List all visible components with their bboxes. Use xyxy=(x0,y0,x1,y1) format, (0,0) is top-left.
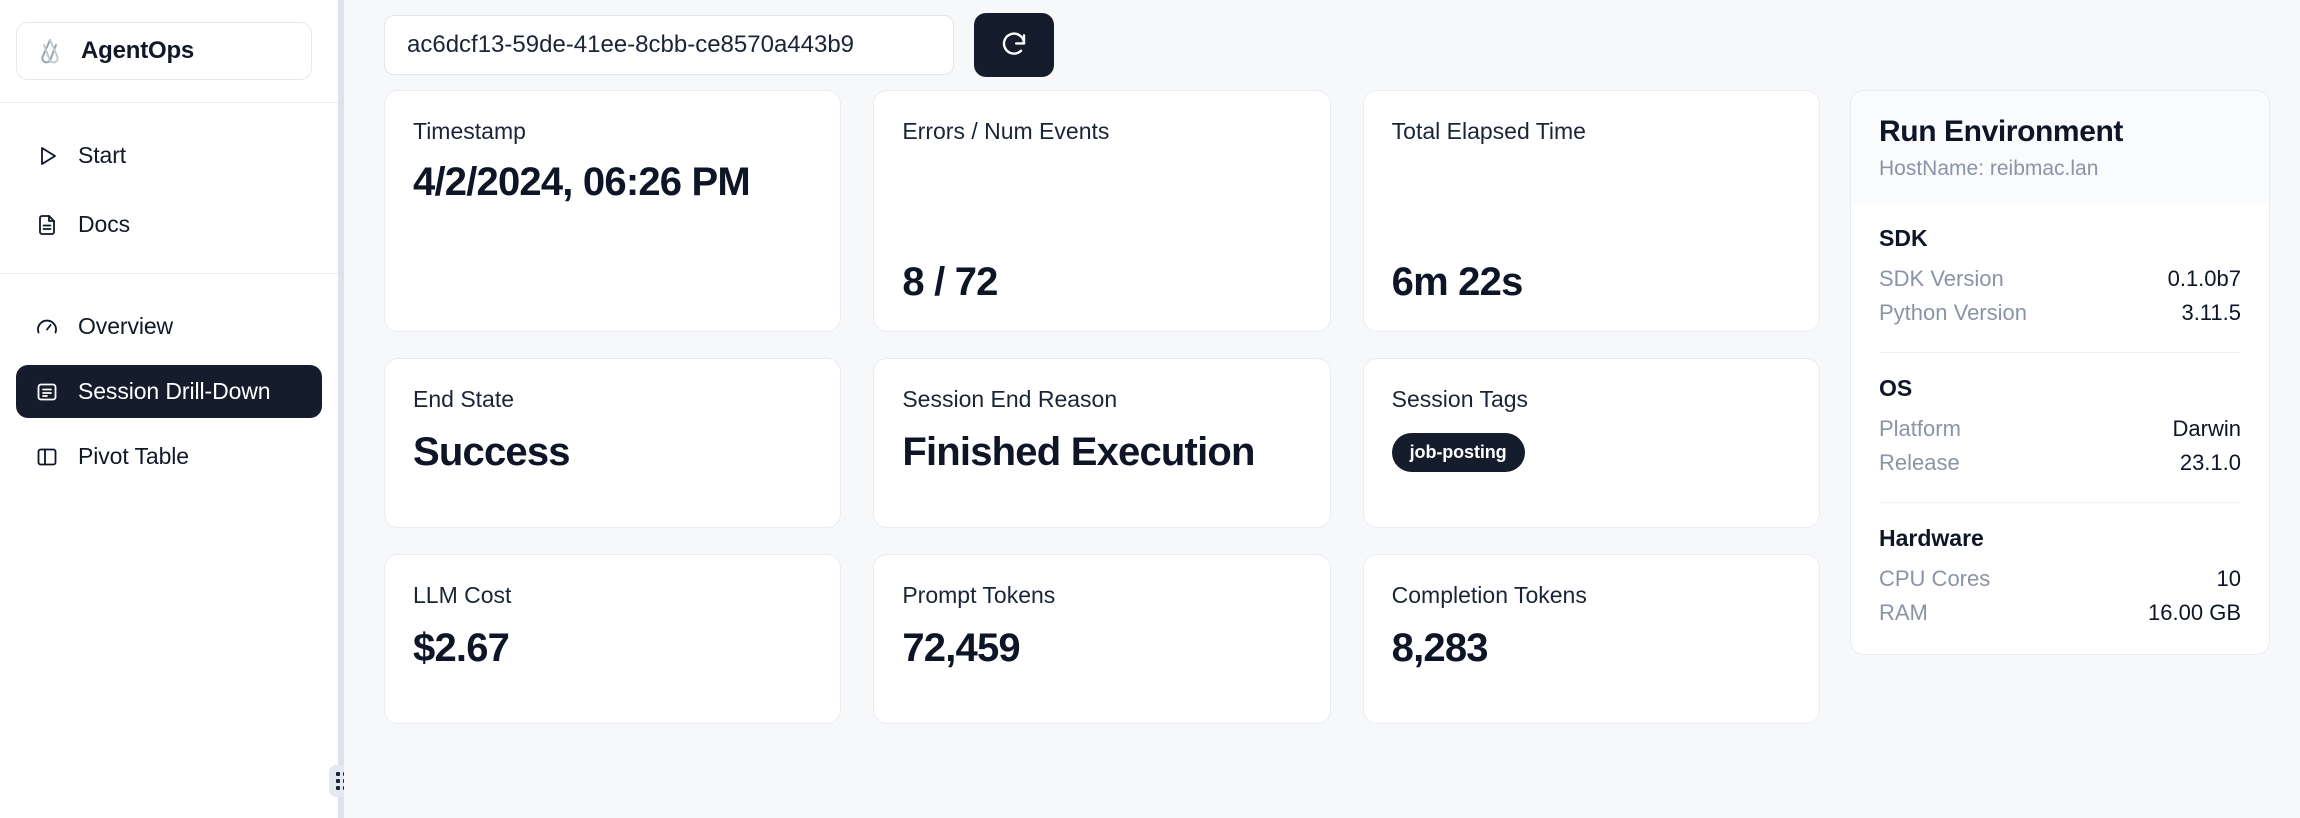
list-panel-icon xyxy=(34,379,60,405)
stat-card-row: Timestamp 4/2/2024, 06:26 PM Errors / Nu… xyxy=(384,90,1820,332)
play-triangle-icon xyxy=(34,143,60,169)
hostname-text: HostName: reibmac.lan xyxy=(1879,157,2099,180)
info-value: 0.1.0b7 xyxy=(2167,266,2241,291)
card-value: 8 / 72 xyxy=(902,260,998,304)
refresh-icon xyxy=(999,29,1029,62)
info-value: 3.11.5 xyxy=(2181,300,2241,325)
sidebar-item-pivot-table[interactable]: Pivot Table xyxy=(16,430,322,483)
card-value: Finished Execution xyxy=(902,429,1255,474)
info-value: Darwin xyxy=(2172,416,2241,441)
sidebar-item-label: Overview xyxy=(78,313,174,339)
sidebar: AgentOps Start Docs xyxy=(0,0,338,818)
document-icon xyxy=(34,212,60,238)
brand-name: AgentOps xyxy=(81,37,195,64)
topbar xyxy=(344,0,2270,90)
sidebar-item-start[interactable]: Start xyxy=(16,129,322,182)
info-key: Release xyxy=(1879,450,1960,475)
info-value: 23.1.0 xyxy=(2179,450,2241,475)
sidebar-item-label: Docs xyxy=(78,211,131,237)
sidebar-group-primary: Start Docs xyxy=(0,103,338,251)
run-environment-panel: Run Environment HostName: reibmac.lan SD… xyxy=(1850,90,2270,655)
llm-cost-card: LLM Cost $2.67 xyxy=(384,554,842,724)
sidebar-divider-middle xyxy=(0,273,338,274)
end-state-card: End State Success xyxy=(384,358,842,528)
info-row: RAM 16.00 GB xyxy=(1879,596,2241,630)
brand-container: AgentOps xyxy=(0,0,338,80)
run-environment-section-hardware: Hardware CPU Cores 10 RAM 16.00 GB xyxy=(1879,502,2241,630)
sidebar-item-overview[interactable]: Overview xyxy=(16,300,322,353)
sidebar-item-label: Session Drill-Down xyxy=(78,378,271,404)
card-label: Total Elapsed Time xyxy=(1391,118,1586,144)
card-value: 8,283 xyxy=(1391,625,1489,670)
card-value: 6m 22s xyxy=(1391,260,1524,304)
run-environment-body: SDK SDK Version 0.1.0b7 Python Version 3… xyxy=(1851,203,2269,654)
card-value: $2.67 xyxy=(413,625,510,670)
info-key: RAM xyxy=(1879,600,1928,625)
timestamp-card: Timestamp 4/2/2024, 06:26 PM xyxy=(384,90,842,332)
info-key: Python Version xyxy=(1879,300,2027,325)
info-key: CPU Cores xyxy=(1879,566,1991,591)
card-label: Completion Tokens xyxy=(1391,582,1587,608)
card-value: Success xyxy=(413,429,571,474)
columns-icon xyxy=(34,444,60,470)
card-value: 72,459 xyxy=(902,625,1020,670)
main-content: Timestamp 4/2/2024, 06:26 PM Errors / Nu… xyxy=(344,0,2300,818)
card-label: Errors / Num Events xyxy=(902,118,1110,144)
total-elapsed-time-card: Total Elapsed Time 6m 22s xyxy=(1362,90,1820,332)
paperclip-logo-icon xyxy=(35,36,65,66)
info-row: Platform Darwin xyxy=(1879,412,2241,446)
sidebar-item-label: Pivot Table xyxy=(78,443,189,469)
card-label: LLM Cost xyxy=(413,582,512,608)
gauge-icon xyxy=(34,314,60,340)
section-title: OS xyxy=(1879,375,1913,401)
run-environment-section-sdk: SDK SDK Version 0.1.0b7 Python Version 3… xyxy=(1879,203,2241,330)
sidebar-item-docs[interactable]: Docs xyxy=(16,198,322,251)
card-label: Timestamp xyxy=(413,118,526,144)
sidebar-item-label: Start xyxy=(78,142,127,168)
run-environment-section-os: OS Platform Darwin Release 23.1.0 xyxy=(1879,352,2241,480)
errors-num-events-card: Errors / Num Events 8 / 72 xyxy=(873,90,1331,332)
card-label: Session End Reason xyxy=(902,386,1118,412)
info-row: Release 23.1.0 xyxy=(1879,446,2241,480)
section-title: Hardware xyxy=(1879,525,1984,551)
card-label: End State xyxy=(413,386,515,412)
refresh-button[interactable] xyxy=(974,13,1054,77)
status-badge[interactable]: job-posting xyxy=(1391,432,1525,472)
dashboard-content: Timestamp 4/2/2024, 06:26 PM Errors / Nu… xyxy=(344,90,2270,724)
stat-cards-area: Timestamp 4/2/2024, 06:26 PM Errors / Nu… xyxy=(384,90,1820,724)
info-row: Python Version 3.11.5 xyxy=(1879,296,2241,330)
stat-card-row: LLM Cost $2.67 Prompt Tokens 72,459 Comp… xyxy=(384,554,1820,724)
stat-card-row: End State Success Session End Reason Fin… xyxy=(384,358,1820,528)
info-key: Platform xyxy=(1879,416,1961,441)
card-value: 4/2/2024, 06:26 PM xyxy=(413,159,751,204)
info-value: 10 xyxy=(2216,566,2241,591)
sidebar-item-session-drill-down[interactable]: Session Drill-Down xyxy=(16,365,322,418)
prompt-tokens-card: Prompt Tokens 72,459 xyxy=(873,554,1331,724)
section-title: SDK xyxy=(1879,225,1928,251)
session-tag-list: job-posting xyxy=(1391,432,1791,472)
session-end-reason-card: Session End Reason Finished Execution xyxy=(873,358,1331,528)
sidebar-group-secondary: Overview Session Drill-Down xyxy=(0,274,338,483)
sidebar-divider-top xyxy=(0,102,338,103)
session-id-input[interactable] xyxy=(384,15,954,75)
info-row: SDK Version 0.1.0b7 xyxy=(1879,262,2241,296)
info-key: SDK Version xyxy=(1879,266,2004,291)
page-title: Run Environment xyxy=(1879,115,2124,148)
brand-button[interactable]: AgentOps xyxy=(16,22,312,80)
info-row: CPU Cores 10 xyxy=(1879,562,2241,596)
session-tags-card: Session Tags job-posting xyxy=(1362,358,1820,528)
run-environment-header: Run Environment HostName: reibmac.lan xyxy=(1851,91,2269,203)
card-label: Prompt Tokens xyxy=(902,582,1056,608)
completion-tokens-card: Completion Tokens 8,283 xyxy=(1362,554,1820,724)
card-label: Session Tags xyxy=(1391,386,1529,412)
info-value: 16.00 GB xyxy=(2148,600,2241,625)
